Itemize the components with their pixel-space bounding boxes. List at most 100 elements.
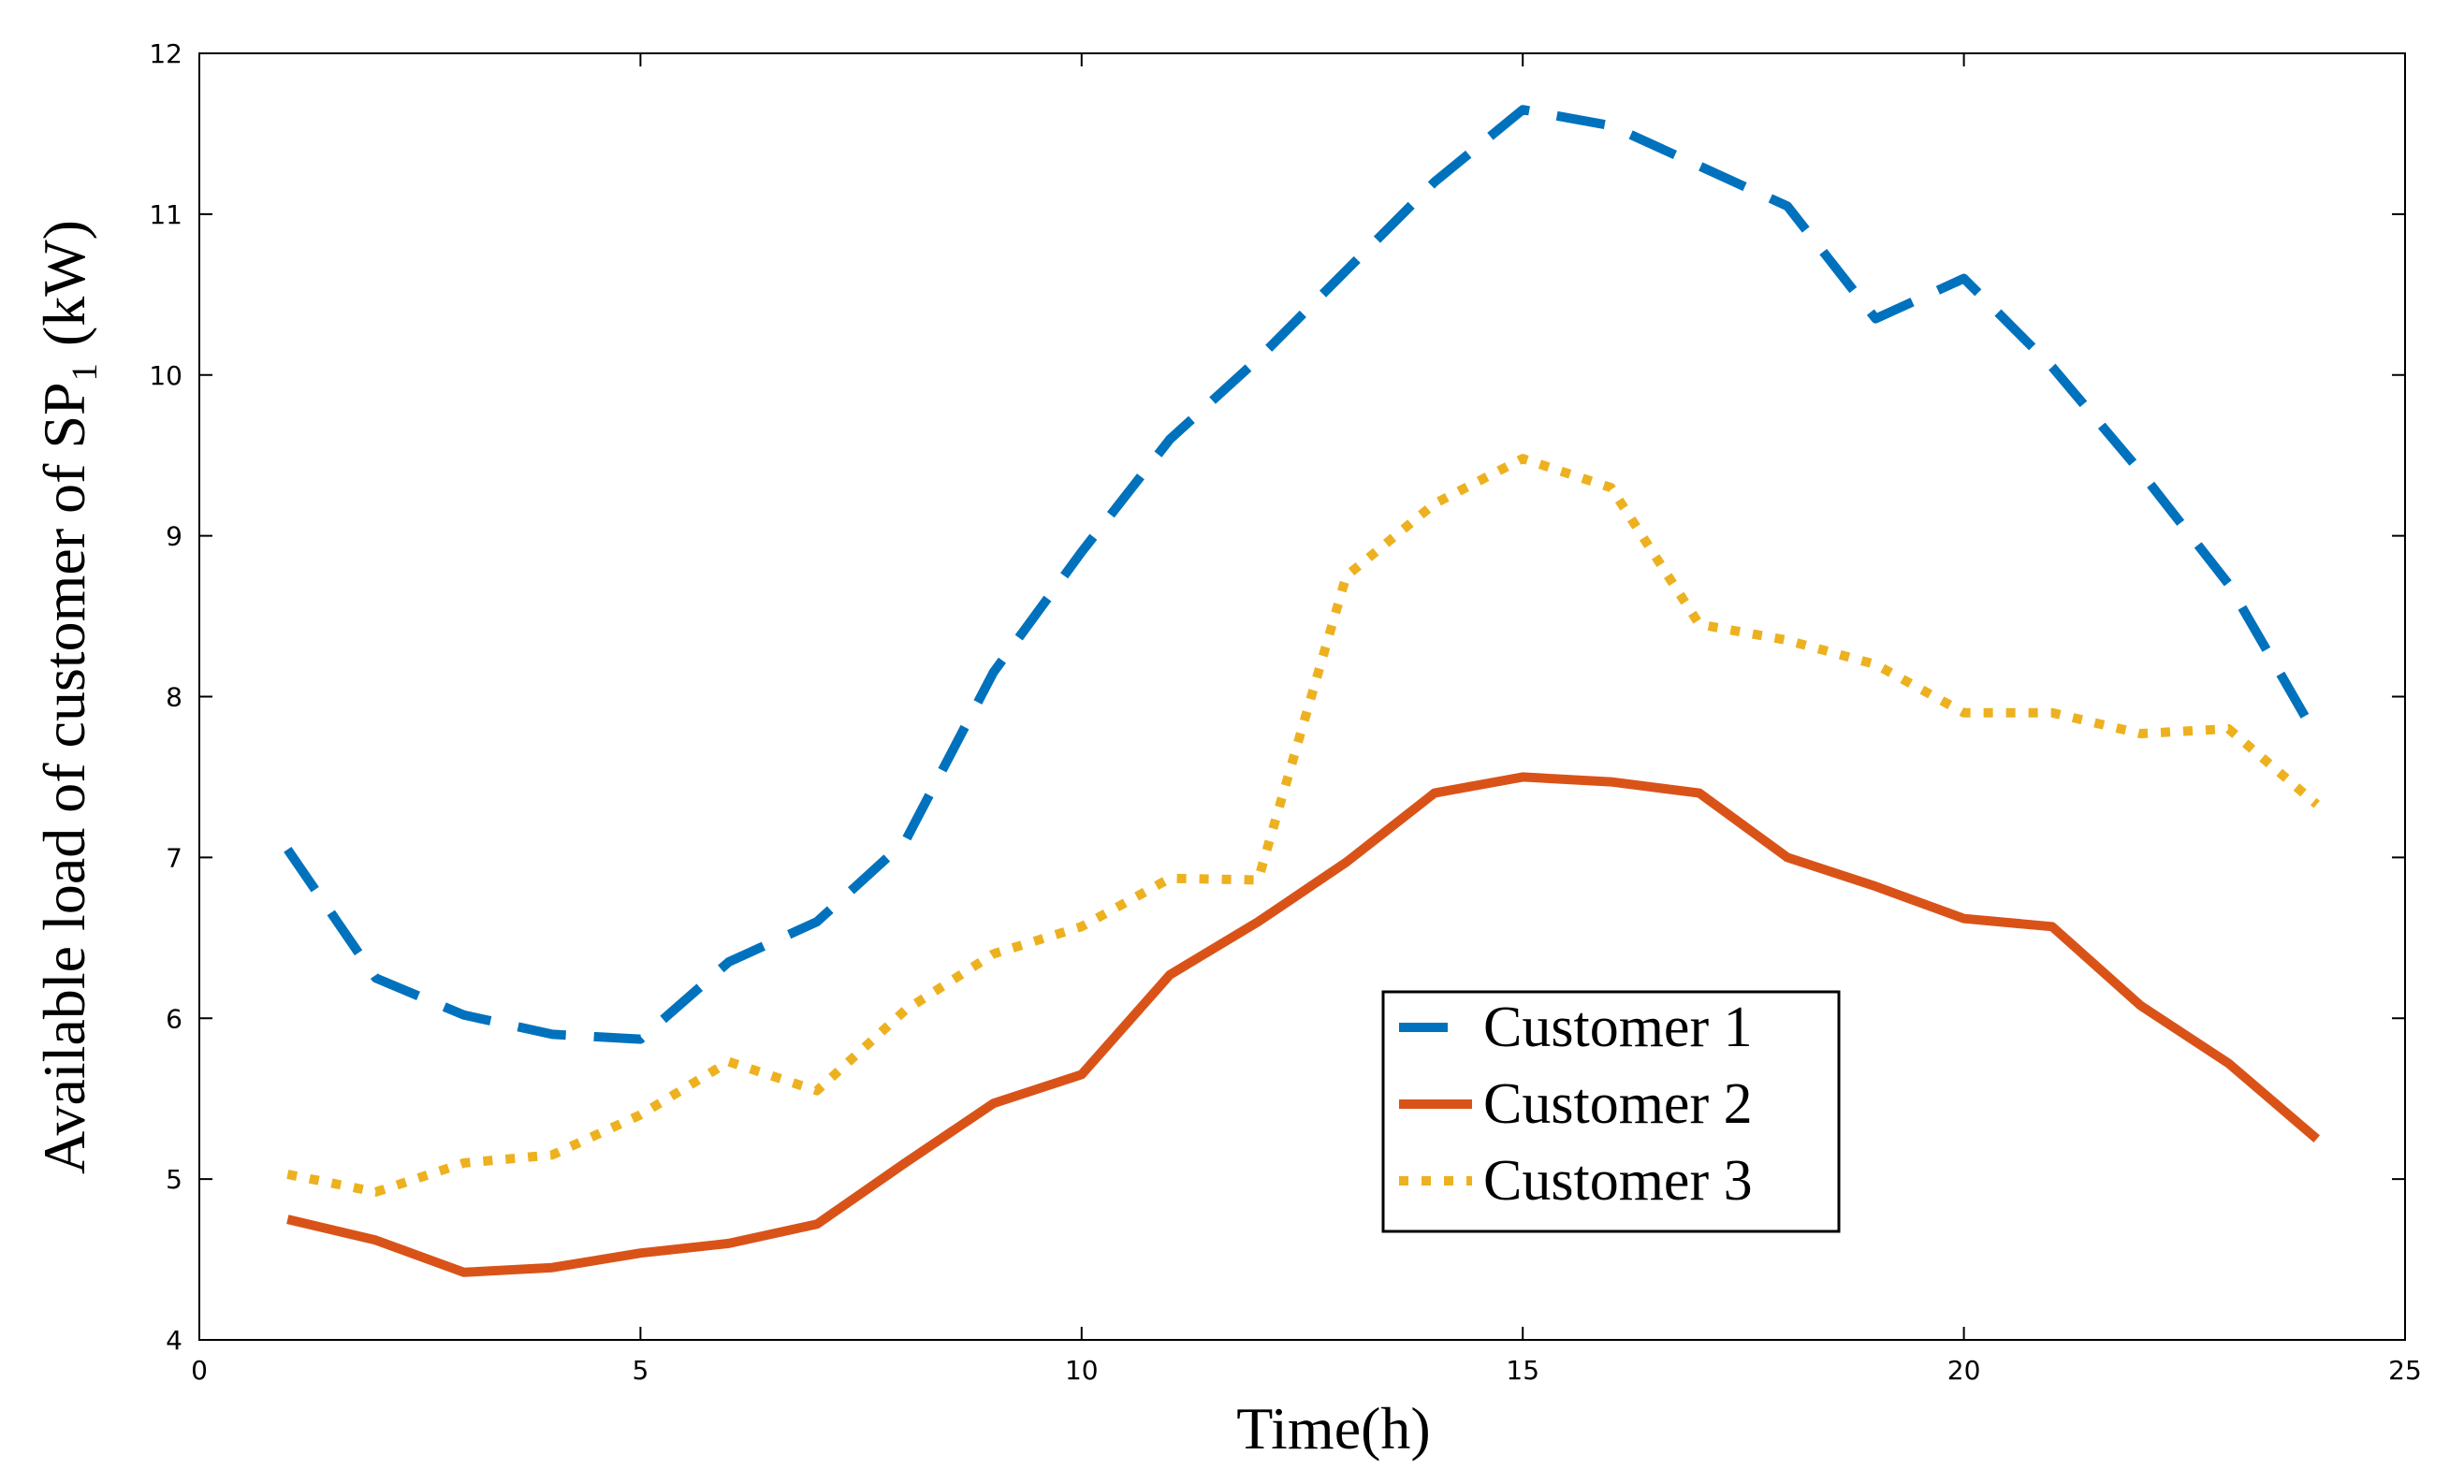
data-point-customer-2: [1434, 793, 1436, 794]
x-tick-label: 5: [632, 1355, 649, 1386]
data-point-customer-3: [286, 1173, 288, 1175]
data-point-customer-2: [2139, 1005, 2141, 1007]
data-point-customer-1: [286, 849, 288, 851]
data-point-customer-1: [2227, 583, 2229, 585]
y-tick-label: 8: [166, 682, 182, 713]
data-point-customer-2: [1346, 862, 1348, 864]
y-tick-label: 6: [166, 1003, 182, 1034]
data-point-customer-2: [1874, 885, 1876, 887]
y-axis-title: Available load of customer of SP₁ (kW): [31, 220, 97, 1174]
series-lines: [284, 105, 2322, 1277]
data-point-customer-2: [1963, 918, 1965, 920]
data-point-customer-1: [993, 672, 995, 674]
data-point-customer-3: [2051, 712, 2053, 714]
data-point-customer-3: [1699, 623, 1700, 625]
data-point-customer-2: [463, 1272, 465, 1273]
data-point-customer-3: [639, 1113, 641, 1115]
data-point-customer-3: [1786, 639, 1788, 641]
y-tick-label: 4: [166, 1325, 182, 1356]
data-point-customer-1: [639, 1039, 641, 1040]
y-tick-label: 5: [166, 1164, 182, 1195]
legend: Customer 1 Customer 2 Customer 3: [1381, 990, 1841, 1233]
data-point-customer-1: [1963, 278, 1965, 280]
data-point-customer-2: [2051, 925, 2053, 927]
y-tick-label: 7: [166, 842, 182, 873]
data-point-customer-1: [1786, 205, 1788, 207]
data-point-customer-1: [1874, 318, 1876, 320]
data-point-customer-1: [728, 961, 730, 963]
data-point-customer-2: [1081, 1073, 1083, 1075]
data-point-customer-3: [728, 1061, 730, 1063]
data-point-customer-3: [1434, 502, 1436, 504]
data-point-customer-3: [1346, 575, 1348, 577]
series-line-customer-2: [286, 772, 2320, 1277]
data-point-customer-3: [1874, 663, 1876, 665]
data-point-customer-1: [1522, 109, 1524, 110]
data-point-customer-2: [1257, 921, 1259, 923]
y-tick-label: 9: [166, 521, 182, 552]
data-point-customer-3: [1963, 712, 1965, 714]
x-tick-label: 25: [2388, 1355, 2422, 1386]
y-tick-label: 12: [149, 38, 182, 69]
y-tick-label: 11: [149, 199, 182, 230]
data-point-customer-2: [286, 1218, 288, 1220]
data-point-customer-1: [1257, 358, 1259, 360]
legend-box: [1381, 990, 1841, 1233]
data-point-customer-1: [463, 1014, 465, 1016]
data-point-customer-1: [2139, 471, 2141, 473]
data-point-customer-3: [551, 1154, 553, 1156]
x-tick-label: 15: [1506, 1355, 1539, 1386]
data-point-customer-2: [2227, 1062, 2229, 1064]
data-point-customer-3: [1257, 879, 1259, 880]
data-point-customer-3: [1522, 458, 1524, 459]
data-point-customer-2: [375, 1239, 377, 1241]
data-point-customer-1: [551, 1033, 553, 1035]
data-point-customer-2: [551, 1267, 553, 1269]
data-point-customer-1: [904, 840, 906, 842]
data-point-customer-2: [1610, 781, 1611, 783]
data-point-customer-2: [2316, 1138, 2318, 1140]
data-point-customer-1: [816, 921, 818, 923]
legend-label-customer-2: Customer 2: [1483, 1072, 1753, 1136]
data-point-customer-1: [1434, 182, 1436, 183]
data-point-customer-3: [2316, 804, 2318, 806]
data-point-customer-2: [639, 1252, 641, 1254]
data-point-customer-3: [1081, 925, 1083, 927]
x-tick-label: 10: [1065, 1355, 1099, 1386]
y-tick-label: 10: [149, 360, 182, 391]
x-tick-label: 20: [1947, 1355, 1981, 1386]
series-line-customer-1: [284, 105, 2322, 1044]
data-point-customer-1: [2316, 735, 2318, 737]
data-point-customer-1: [1699, 165, 1700, 167]
data-point-customer-2: [993, 1102, 995, 1104]
data-point-customer-3: [375, 1191, 377, 1193]
data-point-customer-3: [816, 1090, 818, 1092]
data-point-customer-1: [1610, 124, 1611, 126]
data-point-customer-3: [1169, 878, 1171, 880]
data-point-customer-2: [816, 1223, 818, 1225]
data-point-customer-2: [1699, 793, 1700, 794]
data-point-customer-3: [2139, 733, 2141, 735]
ticks: 0 5 10 15 20 25 4 5 6 7 8 9 10 11 12: [149, 38, 2421, 1386]
data-point-customer-2: [904, 1162, 906, 1164]
data-point-customer-3: [2227, 728, 2229, 730]
data-point-customer-1: [1169, 439, 1171, 441]
data-point-customer-3: [463, 1162, 465, 1164]
legend-label-customer-3: Customer 3: [1483, 1149, 1753, 1213]
data-point-customer-1: [1346, 269, 1348, 271]
x-tick-label: 0: [191, 1355, 208, 1386]
data-point-customer-2: [1786, 856, 1788, 858]
data-point-customer-3: [993, 953, 995, 955]
data-point-customer-2: [728, 1243, 730, 1244]
data-point-customer-3: [1610, 487, 1611, 488]
data-point-customer-1: [2051, 366, 2053, 368]
data-point-customer-1: [1081, 551, 1083, 553]
data-point-customer-1: [375, 977, 377, 979]
data-point-customer-2: [1522, 776, 1524, 778]
legend-label-customer-1: Customer 1: [1483, 996, 1753, 1059]
data-point-customer-2: [1169, 974, 1171, 976]
data-point-customer-3: [904, 1010, 906, 1011]
x-axis-title: Time(h): [1236, 1395, 1430, 1462]
